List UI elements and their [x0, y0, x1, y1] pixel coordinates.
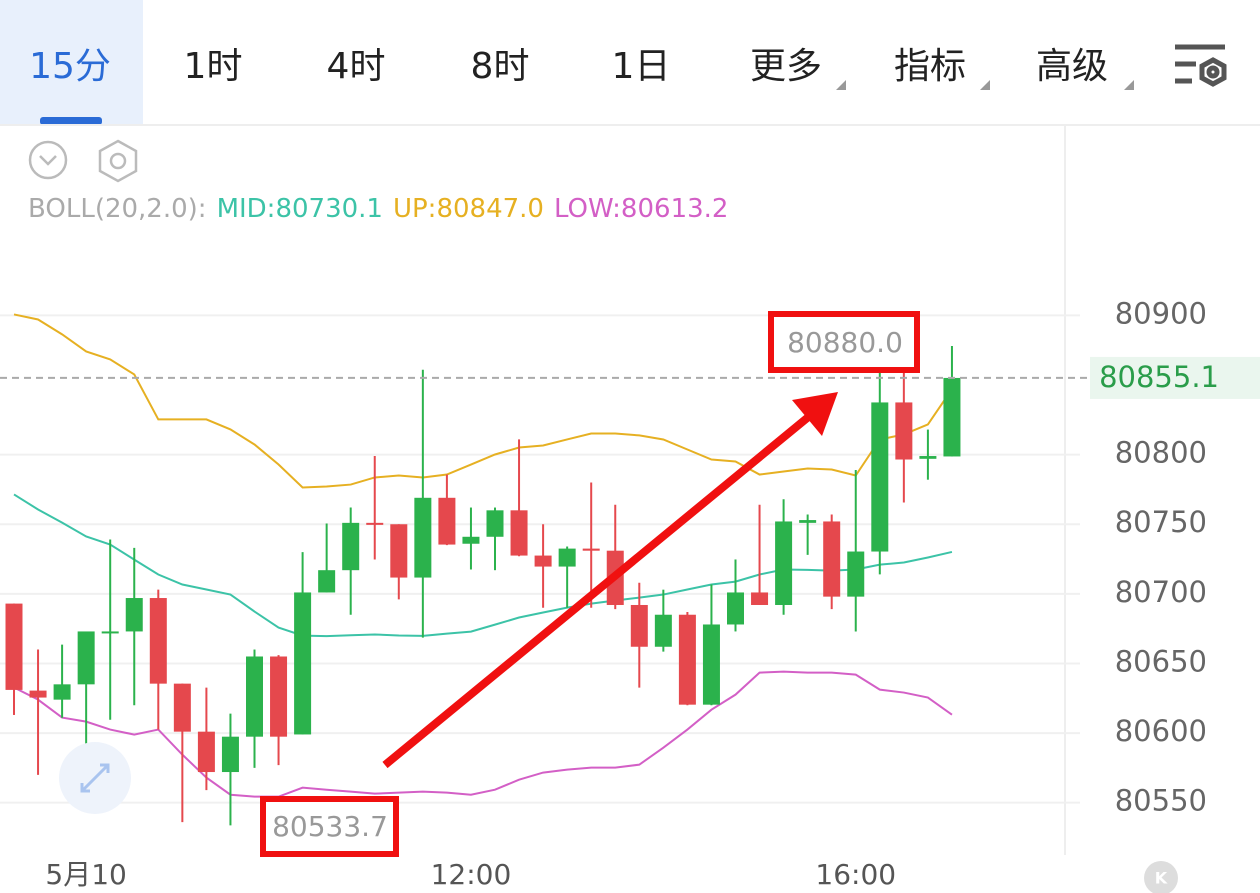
candle-body [462, 536, 480, 544]
candle-body [366, 522, 384, 525]
candle-body [799, 520, 817, 523]
x-tick-label: 5月10 [45, 858, 126, 891]
legend-entry: LOW:80613.2 [553, 194, 729, 224]
annotation: 80880.0 [787, 326, 903, 359]
candle-body [414, 497, 432, 578]
tab[interactable]: 15分 [29, 46, 111, 87]
indicator-settings-dot [109, 152, 127, 170]
candle-body [727, 592, 744, 625]
k-button[interactable] [1144, 861, 1178, 893]
tab[interactable]: 指标 [894, 46, 966, 87]
tab[interactable]: 更多 [750, 46, 822, 87]
annotation: 80533.7 [272, 810, 388, 843]
k-icon: K [1155, 869, 1168, 888]
tab[interactable]: 高级 [1036, 46, 1108, 87]
candle-body [53, 684, 71, 700]
y-tick-label: 80700 [1115, 575, 1207, 609]
legend-entry: UP:80847.0 [392, 194, 544, 224]
candle-body [847, 551, 865, 597]
candle-body [823, 521, 841, 597]
candle-body [775, 521, 793, 605]
candle-body [630, 604, 648, 647]
candle-body [895, 402, 913, 460]
x-tick-label: 12:00 [431, 858, 512, 891]
annotation-box [768, 311, 920, 373]
candle-body [534, 555, 552, 567]
candle-body [173, 683, 191, 732]
annotation-box [260, 796, 399, 857]
last-price-box [1090, 356, 1260, 399]
candle-body [486, 510, 504, 537]
candle-body [318, 570, 336, 593]
candle-body [77, 631, 95, 685]
y-tick-label: 80750 [1115, 505, 1207, 539]
arrow-head [792, 392, 838, 436]
candle-body [270, 656, 288, 737]
indicator-legend: BOLL(20,2.0): MID:80730.1 UP:80847.0 LOW:80… [28, 194, 738, 224]
tab[interactable]: 4时 [327, 46, 386, 87]
x-tick-label: 16:00 [815, 858, 896, 891]
collapse-icon[interactable] [28, 140, 68, 180]
band-line [13, 670, 953, 798]
plot: 80550 80600 80650 80700 80750 80800 80900 5月10 1… [0, 296, 1260, 891]
settings-icon[interactable] [1175, 44, 1227, 87]
y-tick-label: 80600 [1115, 714, 1207, 748]
candle-body [654, 614, 672, 647]
candle-body [751, 592, 769, 605]
candle-body [919, 456, 937, 459]
candle-body [101, 631, 119, 634]
candle-body [5, 603, 23, 690]
candle-body [342, 522, 360, 571]
tab-underline [40, 117, 102, 125]
arrow-shaft [382, 410, 815, 769]
candle-body [149, 598, 167, 684]
y-tick-label: 80900 [1115, 296, 1207, 330]
candle-body [29, 690, 47, 698]
expand-icon [80, 763, 110, 793]
candle-body [294, 592, 312, 735]
y-tick-label: 80550 [1115, 784, 1207, 818]
band-line [13, 313, 953, 489]
tab[interactable]: 8时 [471, 46, 530, 87]
collapse-chevron [39, 155, 57, 166]
candle-body [702, 624, 720, 705]
legend-entry: MID:80730.1 [216, 194, 383, 224]
legend-label: BOLL(20,2.0): [28, 194, 207, 224]
candle-body [943, 377, 961, 457]
candle-body [197, 731, 215, 773]
candle-body [558, 548, 576, 567]
candle-body [678, 614, 696, 705]
last-price-label: 80855.1 [1099, 360, 1219, 394]
tab[interactable]: 1日 [612, 46, 671, 87]
dropdown-triangles [836, 80, 1134, 90]
candle-body [390, 524, 408, 578]
tab[interactable]: 1时 [184, 46, 243, 87]
y-tick-label: 80650 [1115, 644, 1207, 678]
candle-body [221, 736, 239, 773]
candle-body [871, 402, 889, 552]
indicator-settings-icon[interactable] [98, 139, 138, 183]
candle-body [125, 598, 143, 632]
candle-body [246, 656, 263, 737]
candle-body [438, 497, 456, 545]
selected-tab-bg [0, 0, 143, 125]
band-line [13, 493, 953, 638]
candle-body [510, 510, 528, 556]
y-tick-label: 80800 [1115, 436, 1207, 470]
candle-body [582, 548, 600, 551]
